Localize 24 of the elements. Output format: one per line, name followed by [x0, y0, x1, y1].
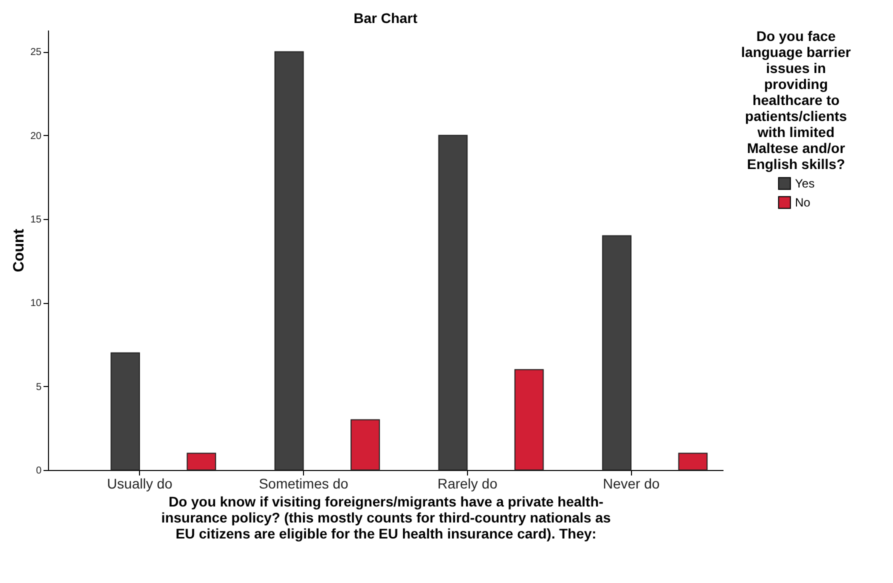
- x-tick-label: Usually do: [107, 476, 173, 492]
- text: Do you face language barrier issues in providing healthcare to patients/clients with limited Maltese and/or English skills?: [741, 28, 851, 172]
- legend-label: Yes: [795, 176, 815, 190]
- x-tick-label: Sometimes do: [258, 476, 349, 492]
- bar: [186, 452, 216, 470]
- chart-title: Bar Chart: [354, 10, 418, 26]
- y-tick-label: 0: [36, 466, 42, 476]
- bar: [350, 419, 380, 470]
- bar: [110, 352, 140, 470]
- bar: [514, 369, 544, 470]
- bar: [602, 235, 632, 470]
- x-tick-label: Never do: [602, 476, 660, 492]
- bar: [678, 452, 708, 470]
- y-tick-label: 15: [30, 214, 42, 226]
- y-tick-label: 25: [30, 47, 42, 58]
- bar: [274, 51, 304, 470]
- y-axis-title: Count: [10, 228, 28, 272]
- legend-label: No: [795, 196, 811, 210]
- x-axis-title: Do you know if visiting foreigners/migrants have a private health-insurance policy? (this mostly counts for third-country nationals as EU citizens are eligible for the EU health insurance card). They:: [161, 494, 612, 542]
- bar: [438, 134, 468, 470]
- x-tick-label: Rarely do: [437, 476, 498, 492]
- y-tick-label: 20: [30, 130, 42, 142]
- y-tick-label: 5: [36, 382, 42, 393]
- y-tick-label: 10: [30, 298, 42, 310]
